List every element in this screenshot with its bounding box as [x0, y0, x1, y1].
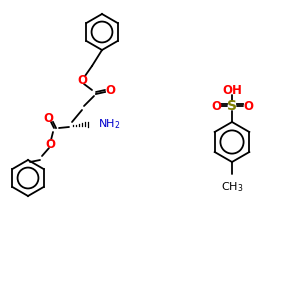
Text: S: S	[227, 99, 237, 113]
Text: OH: OH	[222, 83, 242, 97]
Text: O: O	[45, 137, 55, 151]
Text: O: O	[105, 83, 115, 97]
Text: O: O	[77, 74, 87, 86]
Text: NH$_2$: NH$_2$	[98, 117, 121, 131]
Text: O: O	[243, 100, 253, 112]
Text: O: O	[43, 112, 53, 124]
Text: CH$_3$: CH$_3$	[221, 180, 243, 194]
Text: O: O	[211, 100, 221, 112]
